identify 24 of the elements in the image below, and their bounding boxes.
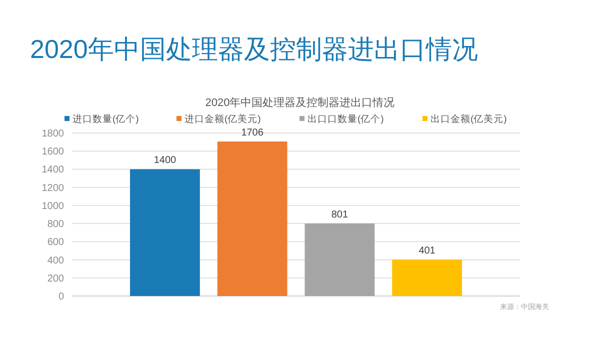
data-label: 1706 [241, 128, 264, 139]
bar [392, 260, 462, 296]
y-tick-label: 1000 [42, 200, 64, 212]
bar [217, 142, 288, 296]
y-tick-label: 1600 [42, 146, 64, 158]
y-tick-label: 400 [47, 255, 64, 266]
data-label: 801 [331, 209, 348, 220]
bar [130, 169, 200, 296]
bar [304, 223, 375, 296]
y-tick-label: 0 [58, 292, 64, 302]
data-label: 401 [418, 246, 436, 257]
legend-label: 进口数量(亿个) [72, 113, 139, 125]
y-tick-label: 1200 [42, 182, 64, 194]
legend-label: 出口口数量(亿个) [308, 113, 384, 125]
y-tick-label: 600 [47, 237, 64, 248]
chart-subtitle: 2020年中国处理器及控制器进出口情况 [205, 96, 395, 109]
y-tick-label: 1800 [42, 128, 64, 140]
data-label: 1400 [154, 155, 177, 166]
y-tick-label: 1400 [42, 164, 64, 176]
y-tick-label: 800 [47, 219, 64, 230]
chart-title: 2020年中国处理器及控制器进出口情况 [30, 34, 478, 64]
legend-label: 出口金额(亿美元) [430, 113, 507, 125]
y-tick-label: 200 [47, 273, 64, 284]
legend-label: 进口金额(亿美元) [184, 113, 261, 125]
